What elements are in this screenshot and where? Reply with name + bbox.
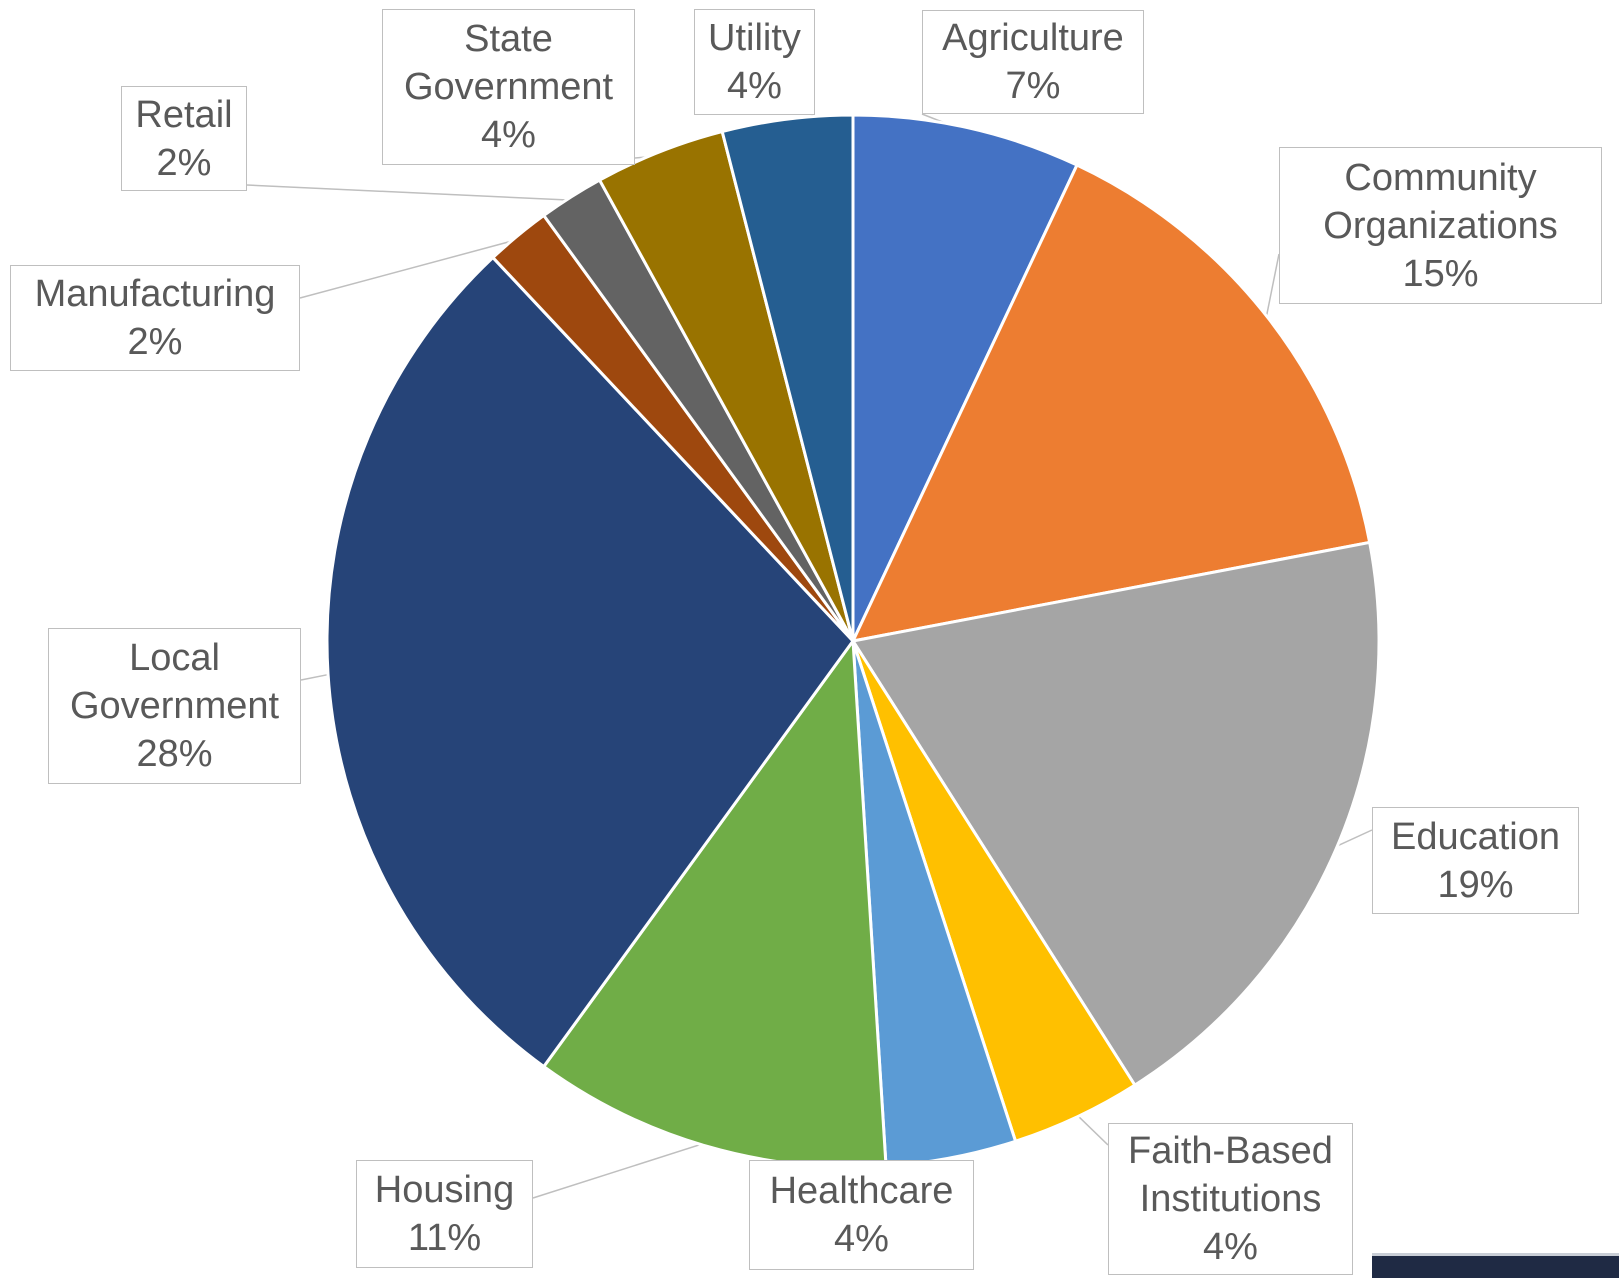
data-label-category: Healthcare <box>769 1170 954 1212</box>
data-label-percent: 2% <box>127 321 183 363</box>
data-label-percent: 4% <box>481 114 536 156</box>
data-label-healthcare: Healthcare 4% <box>749 1160 974 1270</box>
data-label-faith-based-institutions: Faith-Based Institutions 4% <box>1108 1123 1353 1275</box>
slice-community-organizations <box>850 163 1372 644</box>
data-label-percent: 7% <box>1005 65 1061 107</box>
data-label-category: Local <box>129 637 220 679</box>
data-label-category: Housing <box>374 1169 515 1211</box>
data-label-percent: 15% <box>1402 252 1479 295</box>
data-label-percent: 4% <box>727 65 782 107</box>
data-label-percent: 11% <box>407 1217 482 1259</box>
data-label-category: Community <box>1344 156 1537 199</box>
data-label-category: Government <box>69 685 280 727</box>
data-label-category: Manufacturing <box>34 273 276 315</box>
data-label-state-government: State Government 4% <box>382 9 635 165</box>
leader-line-retail <box>246 184 574 202</box>
pie-slices <box>325 113 1381 1169</box>
data-label-category: State <box>464 18 553 60</box>
slice-local-government <box>325 255 855 1069</box>
data-label-housing: Housing 11% <box>356 1160 533 1268</box>
corner-bar <box>1372 1253 1619 1278</box>
data-label-percent: 19% <box>1437 863 1514 906</box>
data-label-community-organizations: Community Organizations 15% <box>1279 147 1602 304</box>
data-label-retail: Retail 2% <box>121 86 247 191</box>
data-label-local-government: Local Government 28% <box>48 628 301 784</box>
data-label-utility: Utility 4% <box>694 9 815 115</box>
data-label-percent: 2% <box>156 141 212 184</box>
data-label-category: Government <box>403 66 614 108</box>
data-label-category: Agriculture <box>942 17 1124 59</box>
data-label-manufacturing: Manufacturing 2% <box>10 265 300 371</box>
slice-utility <box>720 113 855 642</box>
data-label-percent: 28% <box>136 733 213 775</box>
data-label-percent: 4% <box>834 1218 889 1260</box>
data-label-education: Education 19% <box>1372 807 1579 914</box>
leader-line-housing <box>532 1141 708 1199</box>
data-label-category: Organizations <box>1323 204 1558 247</box>
leader-line-community-organizations <box>1264 253 1280 322</box>
leader-line-faith-based-institutions <box>1074 1112 1109 1146</box>
data-label-category: Retail <box>135 93 233 136</box>
data-label-percent: 4% <box>1203 1226 1258 1268</box>
data-label-category: Faith-Based <box>1128 1130 1333 1172</box>
data-label-category: Institutions <box>1139 1178 1322 1220</box>
slice-agriculture <box>851 113 1079 642</box>
data-label-agriculture: Agriculture 7% <box>922 10 1144 114</box>
data-label-category: Education <box>1390 815 1560 858</box>
data-label-category: Utility <box>708 17 801 59</box>
slice-education <box>850 540 1381 1088</box>
leader-line-manufacturing <box>299 238 521 299</box>
